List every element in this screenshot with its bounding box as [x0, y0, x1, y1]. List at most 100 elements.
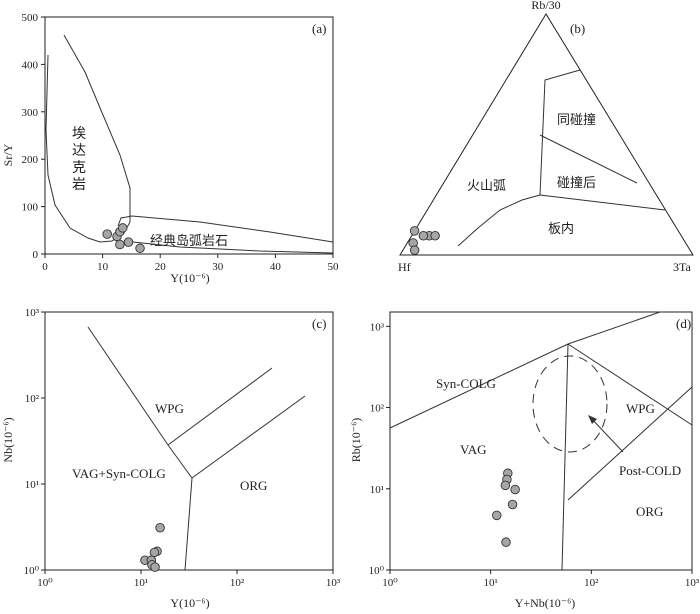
panel-a-field-adakite-ch3: 克: [72, 160, 86, 176]
panel-d-field-wpg: WPG: [626, 401, 655, 416]
panel-d-x-tick-label: 10²: [584, 577, 599, 589]
panel-c-x-tick-label: 10³: [326, 577, 341, 589]
panel-a-y-tick-label: 200: [22, 154, 39, 166]
panel-d-data-point: [510, 484, 520, 495]
panel-d-y-tick-label: 10⁰: [369, 565, 385, 577]
panel-c-y-tick-label: 10³: [25, 307, 40, 319]
panel-a-y-tick-label: 0: [33, 249, 39, 261]
panel-d-field-org: ORG: [636, 504, 663, 519]
panel-b-data-point: [430, 230, 440, 241]
panel-c-boundary-3: [191, 395, 306, 479]
panel-d-data-point: [492, 510, 502, 521]
panel-d-y-ticks: 10⁰ 10¹ 10² 10³: [369, 321, 390, 577]
panel-a: (a) 埃 达 克 岩 经典岛弧岩石 Sr/Y Y(10⁻⁶) 0 10 20 30 4…: [1, 12, 339, 285]
panel-b-boundary-4: [457, 194, 541, 247]
panel-a-data-point: [135, 243, 145, 254]
panel-b-field-postcol: 碰撞后: [557, 176, 596, 191]
panel-d-field-vag: VAG: [460, 442, 487, 457]
panel-d-boundary-5: [567, 386, 693, 501]
panel-d-boundary-4: [567, 343, 693, 426]
panel-c-x-tick-label: 10⁰: [37, 577, 53, 589]
panel-c-points: [140, 522, 165, 572]
panel-d-ylabel: Rb(10⁻⁶): [349, 418, 363, 463]
panel-a-label: (a): [312, 21, 326, 36]
panel-b-triangle: [399, 13, 694, 256]
panel-a-x-ticks: 0 10 20 30 40 50: [42, 254, 339, 273]
panel-c-ylabel: Nb(10⁻⁶): [1, 417, 15, 462]
panel-d-x-tick-label: 10¹: [484, 577, 498, 589]
panel-d-data-point: [501, 537, 511, 547]
panel-b-field-withinplate: 板内: [548, 221, 574, 237]
panel-d-y-tick-label: 10¹: [370, 484, 384, 496]
panel-a-x-tick-label: 20: [155, 261, 167, 273]
panel-a-arc-boundary: [117, 215, 334, 243]
panel-c-xlabel: Y(10⁻⁶): [170, 596, 209, 610]
panel-b-field-arc: 火山弧: [467, 179, 506, 194]
panel-b-data-point: [409, 245, 420, 255]
panel-a-field-adakite-ch2: 达: [72, 143, 86, 159]
panel-c-field-wpg: WPG: [155, 401, 184, 416]
panel-d-y-tick-label: 10³: [370, 321, 385, 333]
panel-c: (c) WPG VAG+Syn-COLG ORG Nb(10⁻⁶) Y(10⁻⁶…: [1, 307, 341, 610]
panel-c-x-ticks: 10⁰ 10¹ 10² 10³: [37, 570, 341, 589]
panel-c-field-org: ORG: [240, 478, 267, 493]
panel-d-points: [492, 468, 520, 547]
panel-d-x-ticks: 10⁰ 10¹ 10² 10³: [382, 570, 700, 589]
panel-d-boundary-2: [567, 311, 661, 345]
panel-c-y-tick-label: 10¹: [25, 479, 39, 491]
panel-d: (d) Syn-COLG WPG VAG Post-COLD ORG Rb(10…: [349, 311, 700, 610]
panel-a-field-adakite-ch1: 埃: [72, 126, 86, 142]
panel-c-boundary-2: [167, 367, 273, 446]
panel-a-x-tick-label: 30: [212, 261, 224, 273]
panel-d-xlabel: Y+Nb(10⁻⁶): [515, 596, 576, 610]
panel-a-x-tick-label: 0: [42, 261, 48, 273]
panel-a-y-tick-label: 500: [22, 12, 39, 24]
panel-b-points: [408, 226, 440, 255]
panel-d-field-postcold: Post-COLD: [619, 463, 681, 478]
panel-a-ylabel: Sr/Y: [1, 143, 15, 166]
panel-c-boundary-4: [184, 477, 193, 571]
panel-a-x-tick-label: 50: [328, 261, 340, 273]
panel-c-y-tick-label: 10²: [25, 393, 40, 405]
panel-b-apex-right: 3Ta: [673, 260, 691, 274]
panel-a-points: [102, 223, 145, 254]
panel-d-label: (d): [676, 316, 691, 331]
panel-b-field-syncol: 同碰撞: [557, 113, 596, 128]
panel-b-boundary-2: [539, 134, 638, 184]
panel-a-y-tick-label: 400: [22, 59, 39, 71]
panel-c-x-tick-label: 10¹: [134, 577, 148, 589]
panel-a-arc-lower-boundary: [123, 240, 334, 254]
panel-a-field-arc: 经典岛弧岩石: [150, 233, 228, 249]
panel-d-x-tick-label: 10³: [685, 577, 700, 589]
panel-c-field-vag: VAG+Syn-COLG: [72, 466, 166, 481]
panel-b-boundary-3: [539, 194, 666, 211]
panel-c-y-ticks: 10⁰ 10¹ 10² 10³: [24, 307, 45, 577]
panel-a-y-ticks: 0 100 200 300 400 500: [22, 12, 45, 261]
panel-a-field-adakite-ch4: 岩: [72, 177, 86, 193]
panel-a-field-adakite: 埃 达 克 岩: [72, 126, 90, 193]
panel-d-post-cold-ellipse: [532, 355, 608, 453]
panel-d-arrow-shaft: [589, 416, 624, 453]
panel-b: (b) Rb/30 Hf 3Ta 同碰撞 碰撞后 火山弧 板内: [398, 0, 694, 274]
panel-b-label: (b): [570, 21, 585, 36]
panel-c-label: (c): [312, 316, 326, 331]
panel-a-adakite-boundary: [45, 34, 131, 243]
panel-b-apex-top: Rb/30: [531, 0, 560, 12]
panel-d-arrow-head: [588, 415, 597, 424]
panel-d-y-tick-label: 10²: [370, 403, 385, 415]
panel-a-y-tick-label: 300: [22, 107, 39, 119]
panel-c-x-tick-label: 10²: [230, 577, 245, 589]
panel-a-data-point: [102, 229, 112, 239]
panel-a-data-point: [115, 239, 125, 250]
panel-d-data-point: [500, 480, 511, 491]
panel-a-data-point: [118, 223, 128, 233]
panel-b-boundary-1: [539, 69, 581, 196]
panel-d-x-tick-label: 10⁰: [382, 577, 398, 589]
panel-c-data-point: [150, 562, 160, 572]
panel-c-data-point: [155, 522, 165, 533]
panel-d-field-syncol: Syn-COLG: [436, 376, 496, 391]
panel-a-data-point: [123, 237, 134, 247]
panel-d-frame: [389, 311, 693, 571]
panel-a-frame: [44, 16, 334, 255]
